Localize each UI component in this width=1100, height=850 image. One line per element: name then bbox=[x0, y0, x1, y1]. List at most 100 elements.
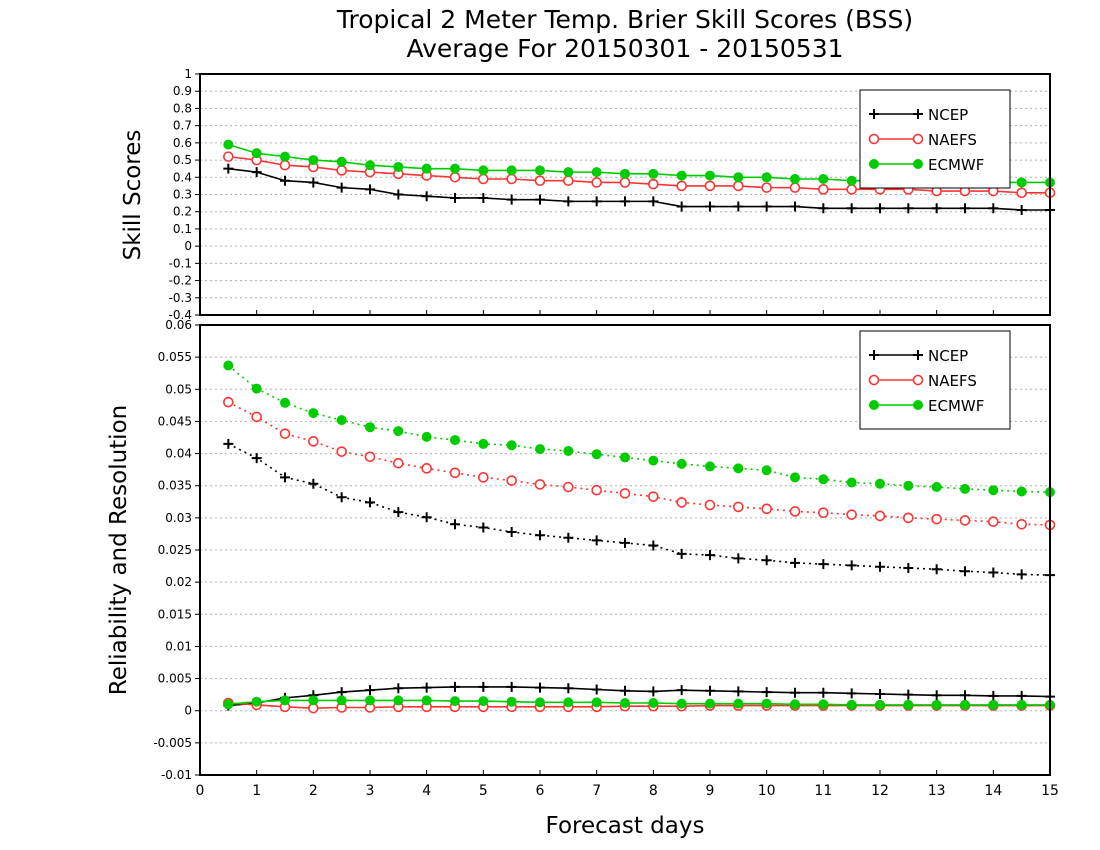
data-point-naefs bbox=[648, 491, 659, 502]
data-point-ncep bbox=[705, 550, 715, 561]
data-point-ncep bbox=[591, 535, 602, 546]
data-point-naefs bbox=[563, 175, 574, 187]
data-point-ecmwf bbox=[903, 480, 914, 491]
series-line-ecmwf-reliability bbox=[228, 699, 1050, 706]
data-point-ncep bbox=[761, 687, 772, 698]
legend-marker bbox=[869, 159, 879, 169]
data-point-ncep bbox=[421, 682, 432, 693]
y-tick-label: 0.06 bbox=[165, 318, 192, 332]
data-point-ecmwf bbox=[251, 696, 262, 707]
data-point-ecmwf bbox=[988, 485, 999, 496]
x-tick-label: 6 bbox=[536, 783, 545, 799]
data-point-naefs bbox=[279, 428, 291, 439]
data-point-naefs bbox=[506, 475, 517, 486]
data-point-ncep bbox=[790, 557, 800, 568]
data-point-naefs bbox=[704, 499, 716, 511]
data-point-ncep bbox=[280, 175, 290, 186]
plot-frame bbox=[199, 73, 1051, 316]
data-point-ecmwf bbox=[336, 415, 347, 426]
data-point-ncep bbox=[1016, 690, 1027, 701]
x-tick-label: 1 bbox=[252, 783, 261, 799]
data-point-naefs bbox=[733, 501, 744, 513]
data-point-ecmwf bbox=[421, 163, 432, 174]
data-point-ecmwf bbox=[846, 477, 857, 488]
data-point-ecmwf bbox=[251, 383, 262, 394]
data-point-naefs bbox=[591, 484, 602, 496]
data-point-ncep bbox=[223, 438, 234, 449]
data-point-naefs bbox=[676, 497, 687, 508]
x-tick-label: 13 bbox=[928, 783, 946, 799]
data-point-naefs bbox=[393, 457, 404, 469]
data-point-ecmwf bbox=[393, 426, 404, 437]
data-point-ncep bbox=[875, 561, 885, 572]
data-point-ecmwf bbox=[761, 465, 772, 476]
data-point-ecmwf bbox=[620, 452, 630, 463]
chart-title-line-1: Tropical 2 Meter Temp. Brier Skill Score… bbox=[336, 5, 913, 34]
data-point-ncep bbox=[931, 564, 942, 575]
data-point-ecmwf bbox=[563, 167, 574, 178]
legend-marker bbox=[869, 109, 879, 119]
data-point-ecmwf bbox=[421, 431, 432, 442]
data-point-naefs bbox=[308, 436, 319, 447]
y-tick-label: 0.025 bbox=[158, 543, 192, 557]
y-tick-label: -0.1 bbox=[169, 256, 192, 270]
data-point-naefs bbox=[761, 503, 772, 515]
data-point-naefs bbox=[478, 472, 489, 483]
data-point-ecmwf bbox=[450, 696, 460, 707]
y-tick-label: -0.005 bbox=[153, 736, 192, 750]
data-point-naefs bbox=[733, 180, 744, 192]
data-point-ncep bbox=[761, 555, 772, 566]
y-tick-label: 0.005 bbox=[158, 672, 192, 686]
data-point-ecmwf bbox=[223, 139, 234, 150]
data-point-ncep bbox=[988, 567, 999, 578]
x-tick-label: 12 bbox=[871, 783, 889, 799]
data-point-ecmwf bbox=[365, 695, 375, 706]
bottom-panel-reliability-resolution: -0.01 -0.005 0 0.005 0.01 0.015 0.02 0.025 0.03 0… bbox=[153, 318, 1059, 799]
data-point-ncep bbox=[790, 687, 800, 698]
data-point-ncep bbox=[308, 177, 319, 188]
data-point-naefs bbox=[591, 177, 602, 188]
data-point-naefs bbox=[931, 513, 942, 525]
data-point-ncep bbox=[563, 532, 574, 543]
data-point-ecmwf bbox=[280, 397, 290, 408]
data-point-ncep bbox=[903, 563, 914, 573]
data-point-ecmwf bbox=[960, 699, 970, 710]
data-point-naefs bbox=[761, 182, 772, 193]
y-tick-label: -0.3 bbox=[169, 291, 192, 305]
x-tick-label: 8 bbox=[649, 783, 658, 799]
data-point-ecmwf bbox=[931, 699, 942, 710]
legend-marker bbox=[868, 133, 880, 145]
data-point-ecmwf bbox=[875, 699, 885, 710]
data-point-naefs bbox=[449, 467, 461, 479]
data-point-ncep bbox=[960, 566, 970, 577]
data-point-naefs bbox=[648, 178, 659, 190]
data-point-ecmwf bbox=[1016, 177, 1027, 188]
y-tick-label: 0.4 bbox=[173, 170, 192, 184]
data-point-ecmwf bbox=[308, 408, 319, 419]
top-panel-skill-scores: -0.4 -0.3 -0.2 -0.1 0 0.1 0.2 0.3 0.4 0.5 0.6 0.7 0.… bbox=[169, 67, 1056, 322]
data-point-naefs bbox=[903, 512, 914, 524]
data-point-ecmwf bbox=[733, 698, 744, 709]
y-tick-label: 0.6 bbox=[173, 136, 192, 150]
y-tick-label: 0.045 bbox=[158, 414, 192, 428]
data-point-ncep bbox=[365, 184, 375, 195]
data-point-ncep bbox=[846, 560, 857, 571]
data-point-ecmwf bbox=[818, 699, 829, 710]
legend-marker bbox=[912, 374, 924, 386]
data-point-ncep bbox=[506, 527, 517, 537]
data-point-ncep bbox=[761, 201, 772, 212]
x-tick-label: 2 bbox=[309, 783, 318, 799]
data-point-ecmwf bbox=[1016, 486, 1027, 497]
x-tick-label: 4 bbox=[422, 783, 431, 799]
data-point-ncep bbox=[393, 683, 404, 694]
data-point-ncep bbox=[393, 507, 404, 518]
data-point-naefs bbox=[1016, 187, 1027, 199]
data-point-ncep bbox=[705, 685, 715, 696]
data-point-ecmwf bbox=[620, 168, 630, 179]
y-tick-label: 0.5 bbox=[173, 153, 192, 167]
data-point-ecmwf bbox=[308, 155, 319, 166]
y-tick-label: 0.01 bbox=[165, 639, 192, 653]
data-point-ncep bbox=[988, 203, 999, 214]
y-tick-label: 1 bbox=[184, 67, 192, 81]
